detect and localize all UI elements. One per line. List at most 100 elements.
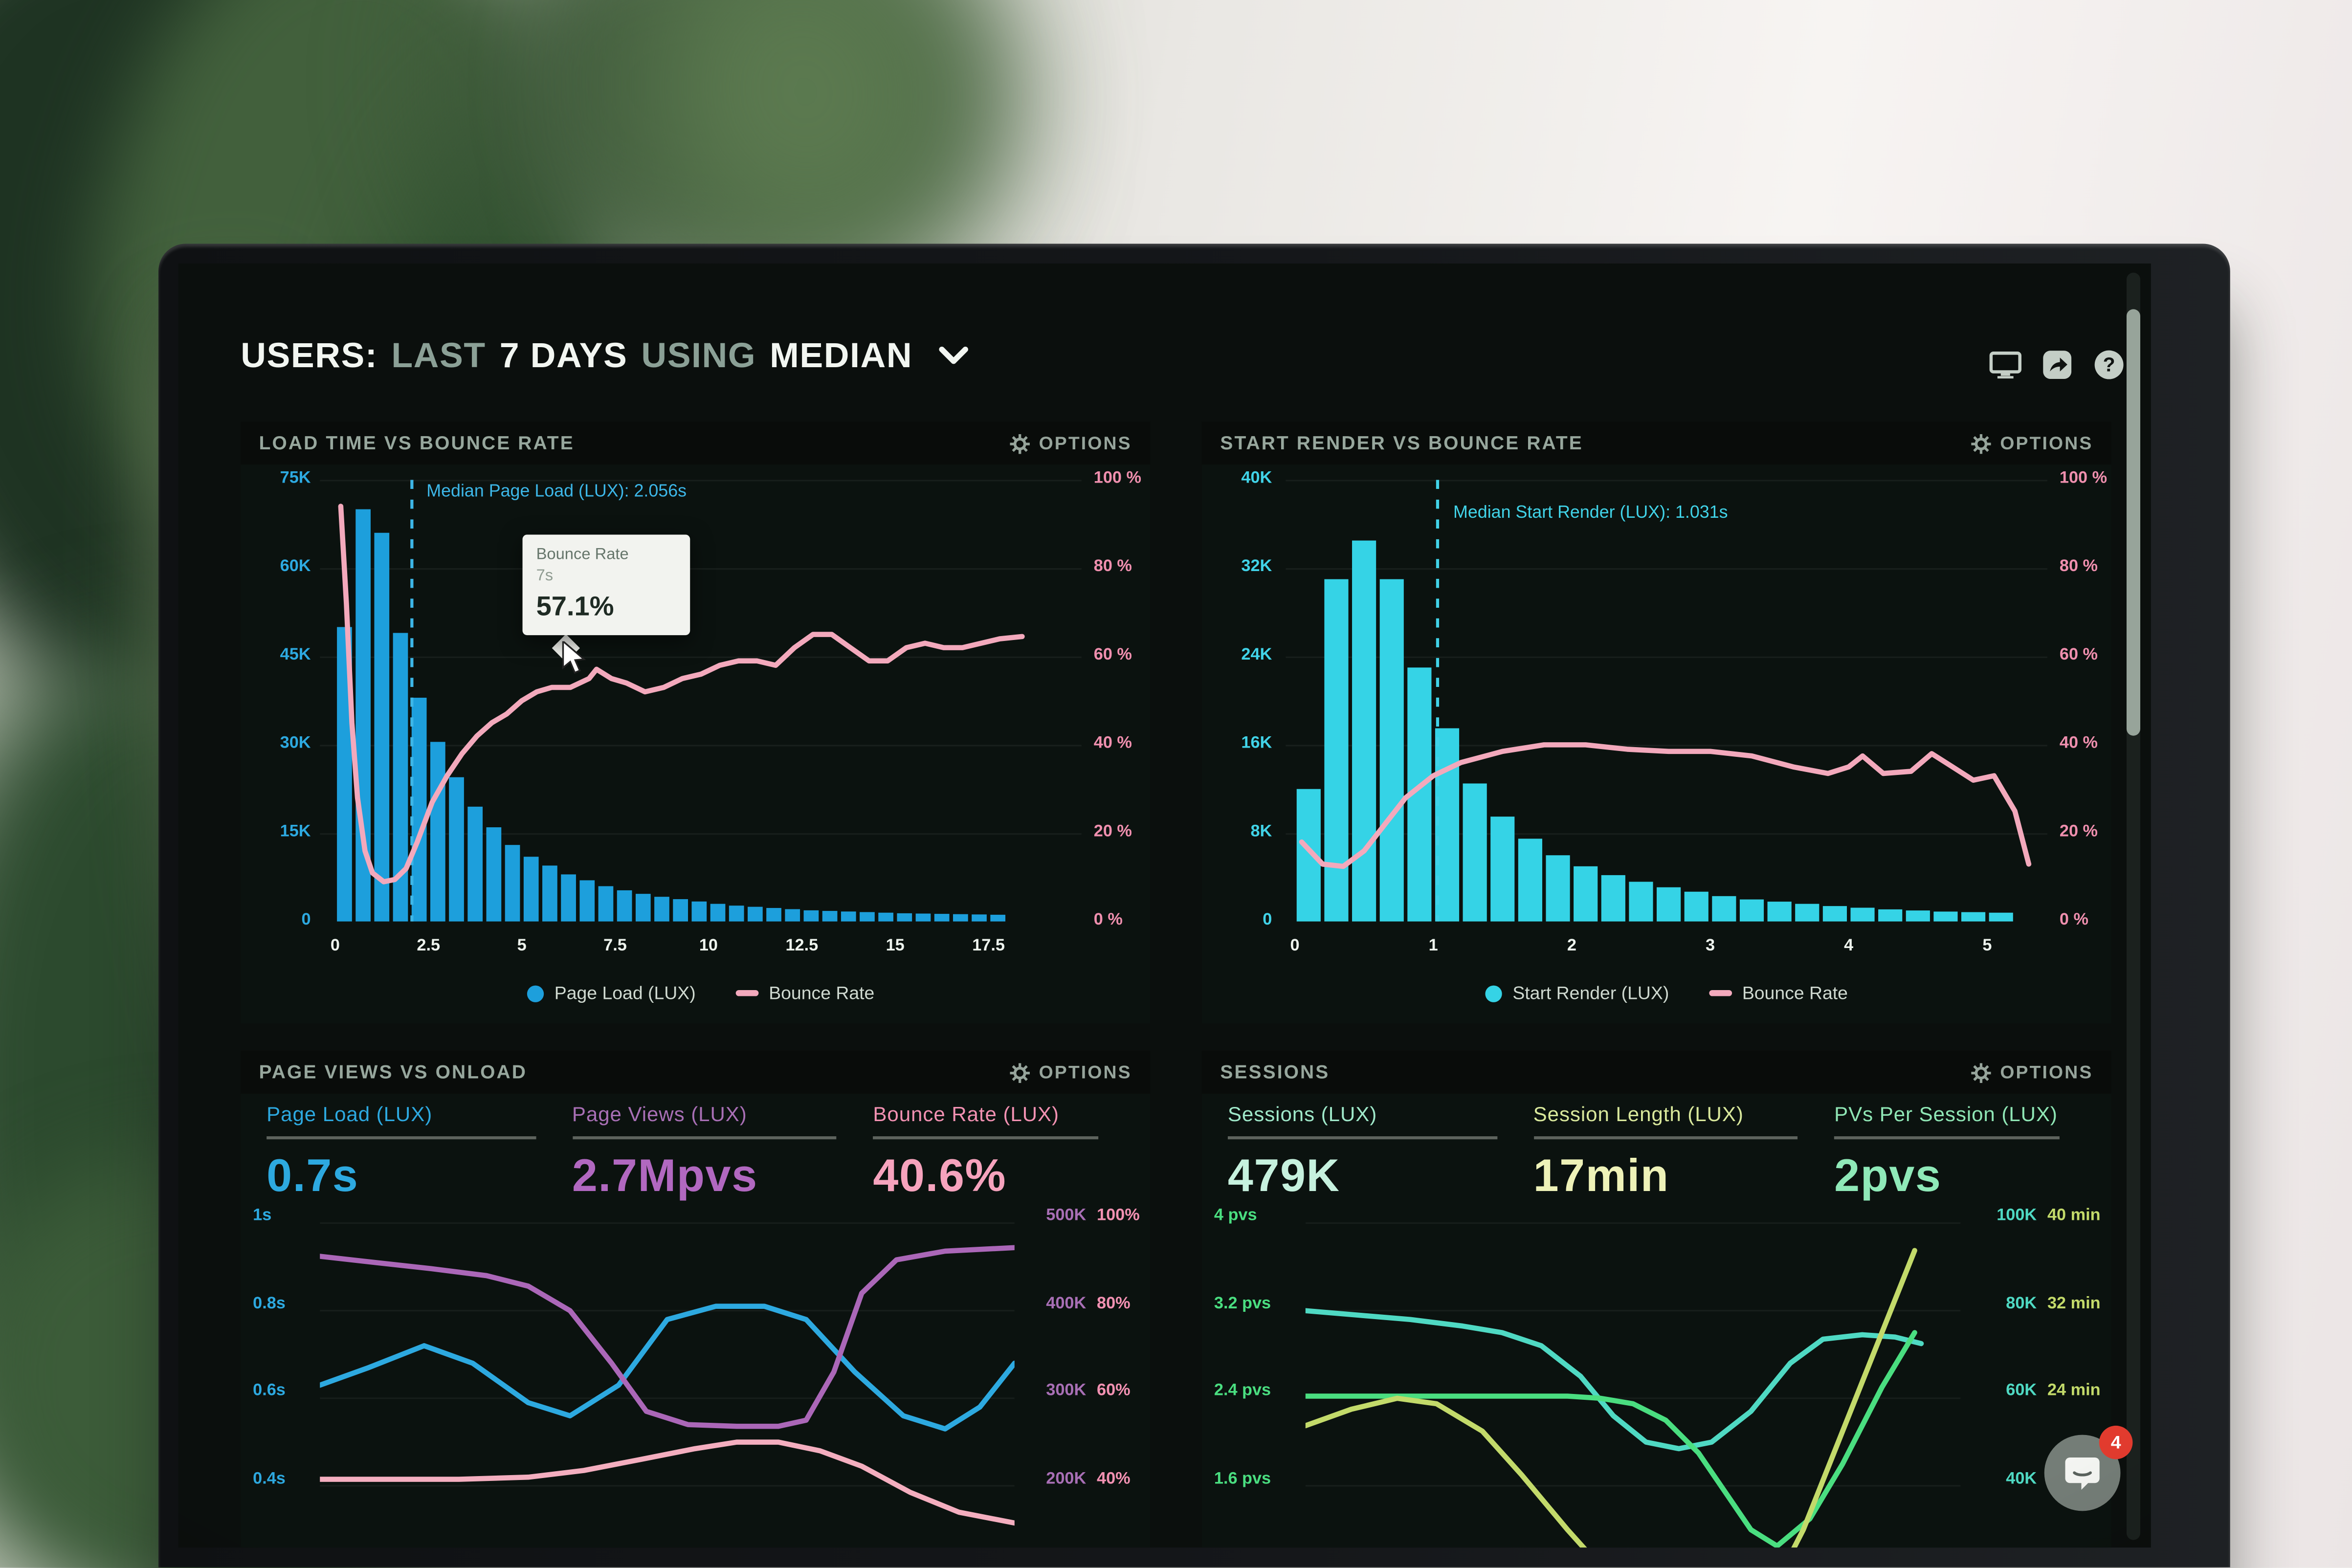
metric-divider <box>572 1136 837 1140</box>
axis-tick-label: 200K <box>1046 1469 1087 1488</box>
options-button[interactable]: OPTIONS <box>1971 1061 2093 1083</box>
mouse-cursor-icon <box>560 641 586 675</box>
axis-tick-label: 40K <box>1241 469 1272 487</box>
panel-title: START RENDER VS BOUNCE RATE <box>1220 432 1583 454</box>
tooltip: Bounce Rate 7s 57.1% <box>522 534 690 636</box>
plant-leaf <box>640 0 975 274</box>
gear-icon <box>1010 433 1030 453</box>
legend-label: Bounce Rate <box>769 982 875 1004</box>
metric-label: Page Load (LUX) <box>266 1103 433 1126</box>
legend-item[interactable]: Page Load (LUX) <box>527 982 696 1004</box>
axis-tick-label: 8K <box>1250 822 1272 841</box>
legend-item[interactable]: Bounce Rate <box>1709 982 1848 1004</box>
page-title-segment: USERS: <box>241 334 378 374</box>
laptop-bezel: USERS: LAST 7 DAYS USING MEDIAN ? <box>158 243 2230 1568</box>
axis-tick-label: 100 % <box>2059 469 2108 487</box>
metric-value: 2pvs <box>1834 1151 1942 1202</box>
axis-tick-label: 500K <box>1046 1206 1087 1225</box>
axis-tick-label: 10 <box>699 936 718 955</box>
axis-tick-label: 80 % <box>1093 557 1132 576</box>
metric-value: 0.7s <box>266 1151 359 1202</box>
plot-canvas-page-views <box>320 1222 1015 1526</box>
page-title-segment: 7 DAYS <box>499 334 628 374</box>
axis-tick-label: 2 <box>1567 936 1576 955</box>
axis-tick-label: 0 % <box>2059 910 2088 929</box>
plot-canvas-load-time <box>320 480 1082 922</box>
metric-value: 2.7Mpvs <box>572 1151 758 1202</box>
axis-tick-label: 3 <box>1705 936 1715 955</box>
axis-tick-label: 60K <box>280 557 311 576</box>
axis-tick-label: 4 <box>1844 936 1854 955</box>
chat-widget-button[interactable] <box>2044 1435 2121 1511</box>
axis-tick-label: 0.8s <box>253 1294 286 1312</box>
axis-tick-label: 3.2 pvs <box>1214 1294 1271 1312</box>
axis-tick-label: 16K <box>1241 734 1272 752</box>
metric-value: 17min <box>1533 1151 1669 1202</box>
axis-tick-label: 40 % <box>1093 734 1132 752</box>
panel-sessions: SESSIONS OPTIONS Sessions (LUX) 479K Sessi… <box>1201 1051 2111 1548</box>
svg-text:?: ? <box>2103 353 2115 376</box>
options-button[interactable]: OPTIONS <box>1010 1061 1132 1083</box>
plot-canvas-sessions <box>1305 1222 1961 1548</box>
axis-tick-label: 0 <box>1290 936 1300 955</box>
axis-tick-label: 80% <box>1097 1294 1131 1312</box>
options-button[interactable]: OPTIONS <box>1010 433 1132 454</box>
axis-tick-label: 0.4s <box>253 1469 286 1488</box>
display-icon[interactable] <box>1989 349 2022 380</box>
metric-divider <box>1834 1136 2060 1140</box>
axis-tick-label: 5 <box>517 936 527 955</box>
axis-tick-label: 1 <box>1428 936 1438 955</box>
panel-page-views-vs-onload: PAGE VIEWS VS ONLOAD OPTIONS Page Load (… <box>241 1051 1151 1548</box>
axis-tick-label: 40% <box>1097 1469 1131 1488</box>
median-annotation: Median Start Render (LUX): 1.031s <box>1453 504 1728 523</box>
panel-load-time-vs-bounce-rate: LOAD TIME VS BOUNCE RATE OPTIONS Median … <box>241 421 1151 1024</box>
metric-pvs-per-session-lux-: PVs Per Session (LUX) 2pvs <box>1834 1103 2096 1203</box>
legend-item[interactable]: Start Render (LUX) <box>1485 982 1669 1004</box>
page-title-segment: MEDIAN <box>770 334 913 374</box>
axis-tick-label: 20 % <box>1093 822 1132 841</box>
legend-item[interactable]: Bounce Rate <box>735 982 875 1004</box>
axis-tick-label: 0 <box>301 910 311 929</box>
axis-tick-label: 40 min <box>2047 1206 2101 1225</box>
axis-tick-label: 80 % <box>2059 557 2098 576</box>
legend-marker <box>1709 990 1732 996</box>
axis-tick-label: 400K <box>1046 1294 1087 1312</box>
metric-divider <box>266 1136 536 1140</box>
axis-tick-label: 24 min <box>2047 1381 2101 1400</box>
axis-tick-label: 1s <box>253 1206 272 1225</box>
axis-tick-label: 0 <box>1263 910 1272 929</box>
axis-tick-label: 32 min <box>2047 1294 2101 1312</box>
axis-tick-label: 40K <box>2006 1469 2037 1488</box>
axis-tick-label: 0 <box>330 936 340 955</box>
dashboard-screen: USERS: LAST 7 DAYS USING MEDIAN ? <box>178 263 2151 1548</box>
scrollbar-thumb[interactable] <box>2126 309 2140 736</box>
chevron-down-icon[interactable] <box>938 345 969 365</box>
panel-title: LOAD TIME VS BOUNCE RATE <box>259 432 575 454</box>
legend-label: Bounce Rate <box>1742 982 1848 1004</box>
median-annotation: Median Page Load (LUX): 2.056s <box>426 483 687 501</box>
metric-divider <box>1533 1136 1798 1140</box>
axis-tick-label: 60 % <box>2059 645 2098 664</box>
help-icon[interactable]: ? <box>2093 349 2125 380</box>
page-title-segment: USING <box>641 334 756 374</box>
metric-value: 40.6% <box>873 1151 1007 1202</box>
panel-title: SESSIONS <box>1220 1061 1330 1083</box>
axis-tick-label: 45K <box>280 645 311 664</box>
axis-tick-label: 60 % <box>1093 645 1132 664</box>
axis-tick-label: 100 % <box>1093 469 1141 487</box>
options-button[interactable]: OPTIONS <box>1971 433 2093 454</box>
axis-tick-label: 30K <box>280 734 311 752</box>
gear-icon <box>1971 1062 1991 1082</box>
axis-tick-label: 24K <box>1241 645 1272 664</box>
axis-tick-label: 0 % <box>1093 910 1123 929</box>
axis-tick-label: 4 pvs <box>1214 1206 1257 1225</box>
metric-page-views-lux-: Page Views (LUX) 2.7Mpvs <box>572 1103 873 1203</box>
metric-page-load-lux-: Page Load (LUX) 0.7s <box>266 1103 572 1203</box>
axis-tick-label: 15K <box>280 822 311 841</box>
axis-tick-label: 40 % <box>2059 734 2098 752</box>
legend-label: Start Render (LUX) <box>1512 982 1669 1004</box>
share-icon[interactable] <box>2041 349 2073 380</box>
metric-label: Page Views (LUX) <box>572 1103 747 1126</box>
metric-value: 479K <box>1227 1151 1340 1202</box>
